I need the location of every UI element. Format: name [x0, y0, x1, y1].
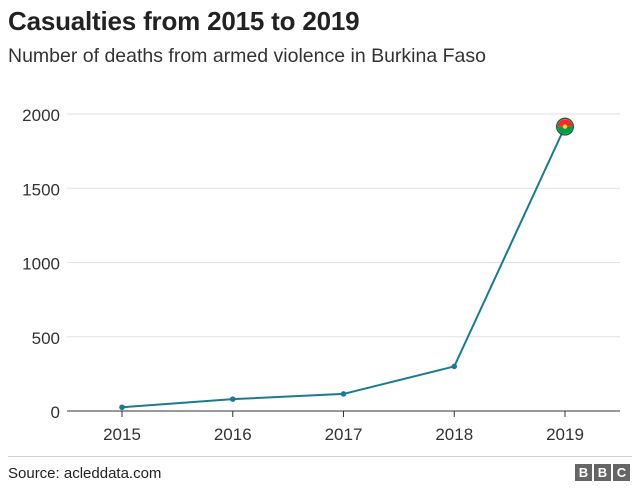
y-tick-label: 0: [51, 403, 60, 422]
chart-title: Casualties from 2015 to 2019: [8, 6, 360, 36]
flag-fill: [557, 119, 573, 135]
burkina-faso-flag-icon: [556, 117, 575, 136]
y-tick-label: 1500: [22, 180, 60, 199]
flag-star: [562, 124, 568, 129]
x-tick-label: 2015: [103, 425, 141, 444]
x-tick-label: 2017: [325, 425, 363, 444]
bbc-logo-letter: B: [594, 464, 611, 481]
footer-divider: [8, 456, 632, 457]
bbc-logo-letter: C: [613, 464, 630, 481]
y-tick-label: 1000: [22, 255, 60, 274]
flag-ring: [556, 117, 575, 136]
data-point: [451, 363, 458, 370]
y-tick-label: 500: [32, 329, 60, 348]
data-point: [229, 396, 236, 402]
chart-subtitle: Number of deaths from armed violence in …: [8, 45, 486, 67]
data-point: [119, 404, 125, 411]
bbc-logo: B B C: [575, 464, 630, 481]
y-tick-label: 2000: [22, 106, 60, 125]
bbc-logo-letter: B: [575, 464, 592, 481]
source-note: Source: acleddata.com: [8, 465, 162, 482]
x-tick-label: 2018: [435, 425, 473, 444]
flag-green-band: [557, 126, 573, 135]
flag-red-band: [557, 119, 573, 127]
line-chart: 0 500 1000 1500 2000 2015 2016 2017 2018 2019: [22, 106, 620, 444]
x-tick-label: 2019: [546, 425, 584, 444]
data-point: [340, 391, 347, 397]
x-tick-label: 2016: [214, 425, 252, 444]
series-line: [121, 126, 566, 409]
